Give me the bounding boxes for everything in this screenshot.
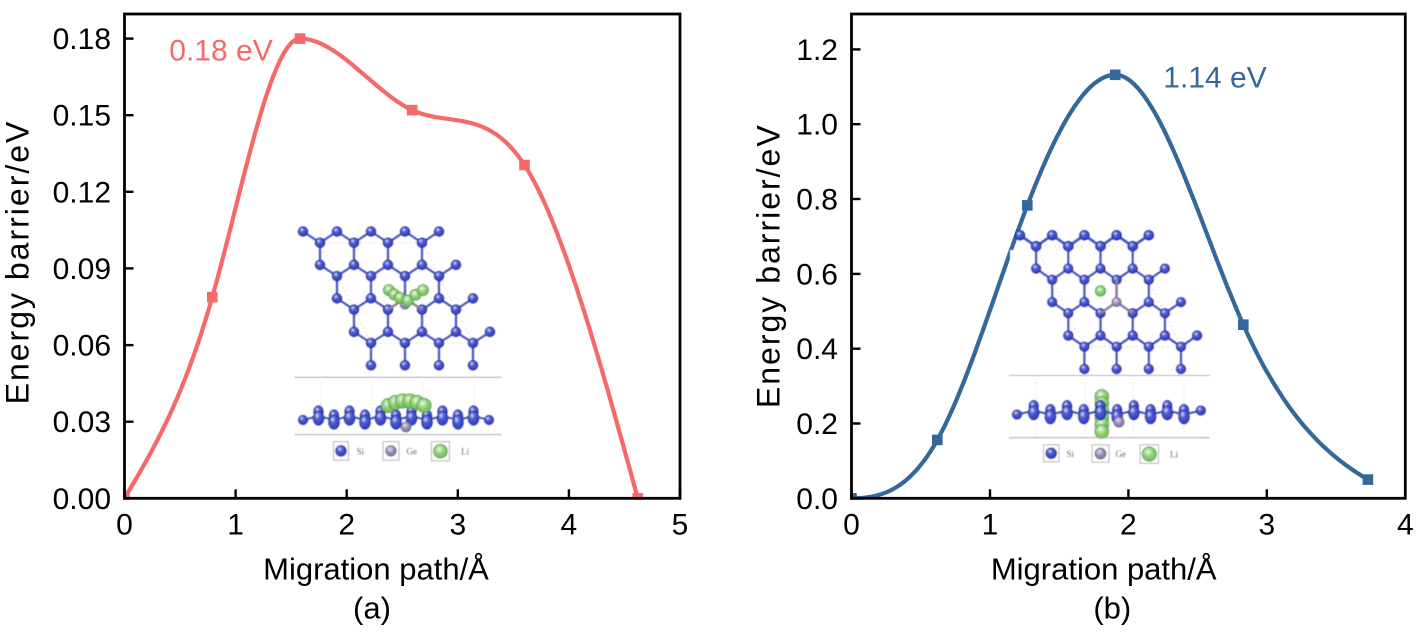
svg-text:2: 2 [1120, 509, 1137, 542]
svg-text:3: 3 [449, 509, 466, 542]
svg-text:Migration path/Å: Migration path/Å [991, 551, 1217, 586]
svg-text:1: 1 [227, 509, 244, 542]
svg-text:1.14 eV: 1.14 eV [1163, 62, 1266, 95]
svg-text:0.12: 0.12 [53, 176, 111, 209]
svg-text:(a): (a) [353, 591, 391, 626]
svg-text:0.8: 0.8 [796, 184, 838, 217]
svg-text:5: 5 [672, 509, 689, 542]
svg-text:Migration path/Å: Migration path/Å [263, 551, 489, 586]
svg-text:Ge: Ge [1116, 449, 1127, 459]
svg-text:Li: Li [461, 447, 469, 457]
svg-text:Ge: Ge [407, 446, 418, 456]
svg-text:4: 4 [1397, 509, 1414, 542]
svg-text:Energy barrier/eV: Energy barrier/eV [751, 123, 787, 408]
svg-text:0.00: 0.00 [53, 483, 111, 516]
svg-text:Li: Li [1170, 450, 1178, 460]
svg-text:0.0: 0.0 [796, 483, 838, 516]
svg-text:0.06: 0.06 [53, 330, 111, 363]
svg-text:0.15: 0.15 [53, 100, 111, 133]
svg-text:0.18: 0.18 [53, 23, 111, 56]
svg-text:0.09: 0.09 [53, 253, 111, 286]
svg-text:0.4: 0.4 [796, 333, 838, 366]
svg-text:0: 0 [116, 509, 133, 542]
svg-text:1.2: 1.2 [796, 34, 838, 67]
svg-text:Si: Si [1067, 449, 1075, 459]
svg-text:1.0: 1.0 [796, 109, 838, 142]
svg-text:(b): (b) [1093, 591, 1131, 626]
svg-text:0: 0 [843, 509, 860, 542]
svg-text:4: 4 [561, 509, 578, 542]
svg-text:2: 2 [338, 509, 355, 542]
svg-text:0.6: 0.6 [796, 258, 838, 291]
svg-text:Si: Si [357, 446, 365, 456]
svg-text:Energy barrier/eV: Energy barrier/eV [0, 120, 36, 405]
svg-text:0.2: 0.2 [796, 408, 838, 441]
svg-text:3: 3 [1258, 509, 1275, 542]
svg-text:1: 1 [982, 509, 999, 542]
svg-text:0.18 eV: 0.18 eV [169, 35, 272, 68]
svg-text:0.03: 0.03 [53, 406, 111, 439]
